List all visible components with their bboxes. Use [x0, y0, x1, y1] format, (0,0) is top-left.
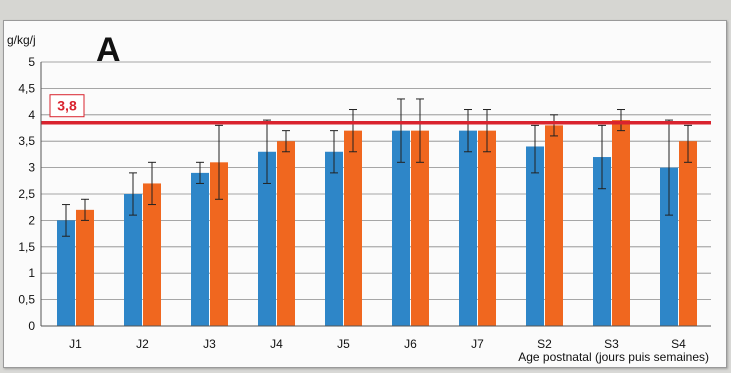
y-tick-label: 0,5 [18, 293, 35, 307]
y-axis-label: g/kg/j [7, 33, 36, 47]
bar [660, 167, 678, 326]
reference-line-group: 3,8 [41, 94, 711, 125]
bar [344, 130, 362, 326]
y-tick-label: 2,5 [18, 187, 35, 201]
bar [612, 120, 630, 326]
bar-chart: 3,8 0 0,5 1 1,5 2 2,5 3 3,5 4 4,5 5 J1 J2 J3 J4 J5 J6 J7 S… [7, 31, 711, 364]
y-tick-label: 3 [28, 161, 35, 175]
bar [545, 125, 563, 326]
bar [191, 172, 209, 326]
x-tick-label: J7 [471, 337, 484, 351]
y-tick-label: 4 [28, 108, 35, 122]
y-tick-label: 1,5 [18, 240, 35, 254]
chart-panel: 3,8 0 0,5 1 1,5 2 2,5 3 3,5 4 4,5 5 J1 J2 J3 J4 J5 J6 J7 S… [3, 20, 727, 368]
y-tick-label: 3,5 [18, 134, 35, 148]
x-axis-label: Age postnatal (jours puis semaines) [518, 350, 709, 364]
reference-label: 3,8 [57, 98, 77, 114]
bar [411, 130, 429, 326]
x-tick-label: J4 [270, 337, 283, 351]
x-tick-label: S3 [604, 337, 619, 351]
bar [459, 130, 477, 326]
y-tick-label: 1 [28, 266, 35, 280]
x-tick-label: J5 [337, 337, 350, 351]
reference-label-box [49, 94, 85, 118]
x-tick-label: S4 [671, 337, 686, 351]
axes: 0 0,5 1 1,5 2 2,5 3 3,5 4 4,5 5 J1 J2 J3 J4 J5 J6 J7 S2 S3 S… [18, 55, 711, 351]
bars [57, 120, 697, 326]
panel-label: A [96, 31, 121, 69]
bar [76, 209, 94, 326]
bar [679, 141, 697, 326]
bar [258, 151, 276, 326]
x-tick-label: J1 [69, 337, 82, 351]
y-tick-label: 0 [28, 319, 35, 333]
x-tick-label: J2 [136, 337, 149, 351]
x-tick-label: J6 [404, 337, 417, 351]
bar [143, 183, 161, 326]
bar [57, 220, 75, 326]
y-tick-label: 4,5 [18, 81, 35, 95]
error-bars [62, 98, 692, 237]
y-tick-label: 2 [28, 213, 35, 227]
bar [392, 130, 410, 326]
bar [210, 162, 228, 326]
y-tick-label: 5 [28, 55, 35, 69]
bar [478, 130, 496, 326]
bar [277, 141, 295, 326]
cropped-top-strip [0, 0, 731, 20]
bar [593, 157, 611, 326]
x-tick-label: S2 [537, 337, 552, 351]
bar [325, 151, 343, 326]
bar [526, 146, 544, 326]
bar [124, 194, 142, 326]
x-tick-label: J3 [203, 337, 216, 351]
